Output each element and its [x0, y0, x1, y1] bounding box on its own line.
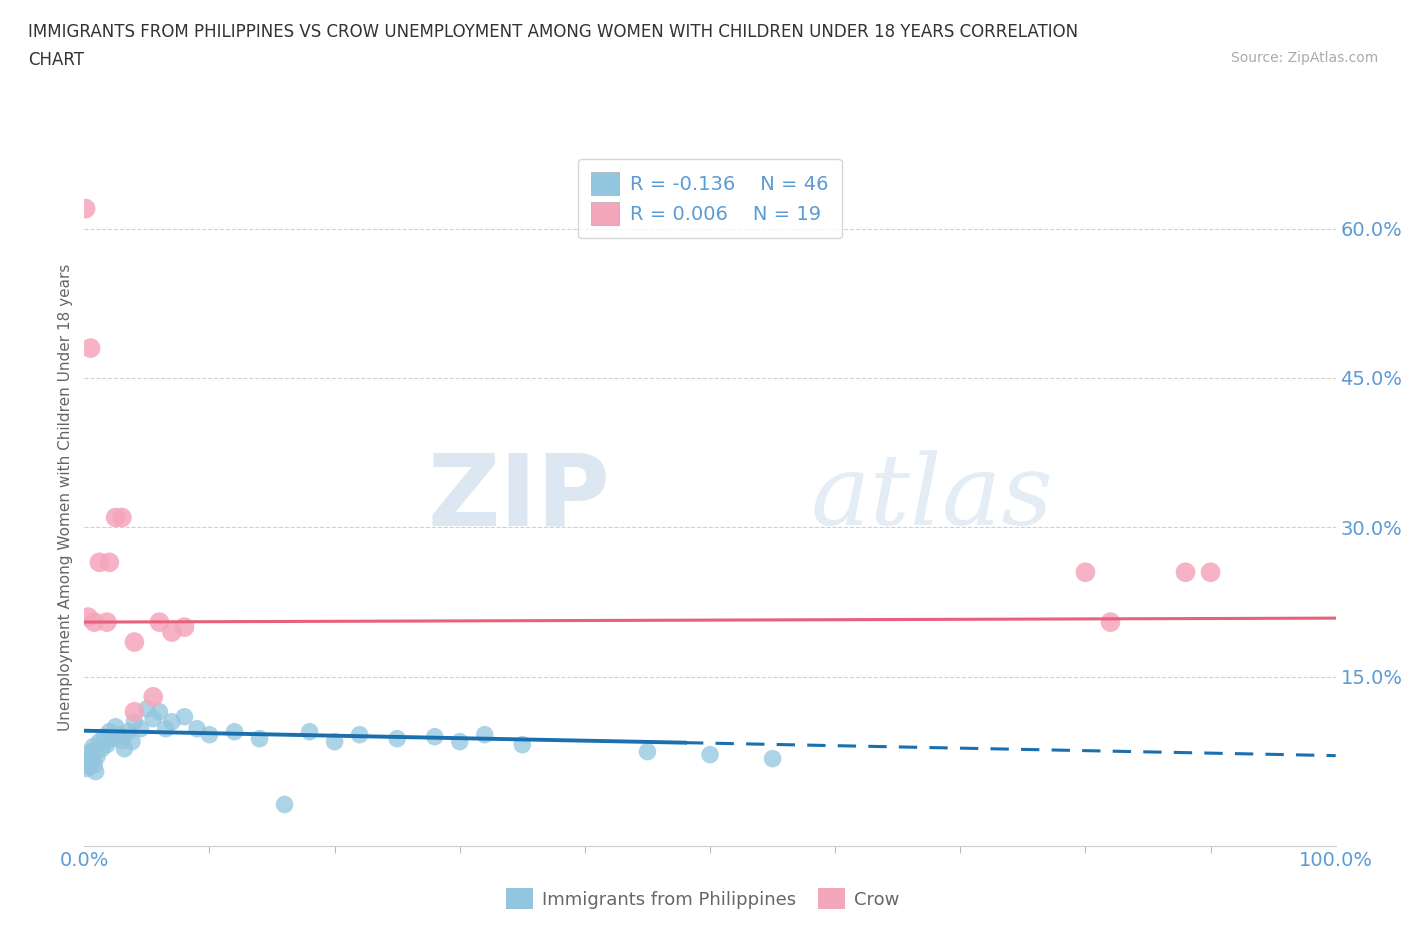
Point [112, 741, 135, 756]
Point [76, 761, 98, 776]
Point [1199, 565, 1222, 579]
Text: IMMIGRANTS FROM PHILIPPINES VS CROW UNEMPLOYMENT AMONG WOMEN WITH CHILDREN UNDER: IMMIGRANTS FROM PHILIPPINES VS CROW UNEM… [28, 23, 1078, 41]
Point [77, 610, 100, 625]
Point [124, 634, 146, 649]
Point [121, 735, 143, 750]
Text: CHART: CHART [28, 51, 84, 69]
Point [173, 619, 195, 634]
Point [79, 759, 101, 774]
Point [160, 625, 183, 640]
Point [129, 722, 152, 737]
Point [86, 750, 108, 764]
Point [79, 744, 101, 759]
Point [101, 731, 124, 746]
Point [124, 714, 146, 729]
Point [273, 797, 295, 812]
Point [155, 722, 177, 737]
Point [124, 704, 146, 719]
Point [474, 727, 496, 742]
Point [699, 747, 721, 762]
Point [98, 555, 121, 570]
Point [96, 737, 118, 752]
Point [98, 724, 121, 739]
Point [96, 615, 118, 630]
Point [323, 735, 346, 750]
Point [1074, 565, 1097, 579]
Point [142, 689, 165, 704]
Point [83, 757, 105, 772]
Text: ZIP: ZIP [427, 449, 610, 546]
Point [136, 701, 159, 716]
Point [117, 724, 139, 739]
Point [79, 340, 101, 355]
Point [198, 727, 221, 742]
Point [111, 510, 134, 525]
Point [385, 731, 409, 746]
Point [104, 510, 127, 525]
Point [77, 747, 100, 762]
Point [173, 710, 195, 724]
Point [423, 729, 446, 744]
Legend: Immigrants from Philippines, Crow: Immigrants from Philippines, Crow [499, 881, 907, 916]
Point [1174, 565, 1197, 579]
Point [449, 735, 471, 750]
Point [762, 751, 785, 766]
Text: atlas: atlas [810, 450, 1053, 545]
Point [83, 615, 105, 630]
Y-axis label: Unemployment Among Women with Children Under 18 years: Unemployment Among Women with Children U… [58, 264, 73, 731]
Point [75, 201, 97, 216]
Point [142, 711, 165, 726]
Point [249, 731, 271, 746]
Point [84, 764, 107, 779]
Point [349, 727, 371, 742]
Point [108, 727, 131, 742]
Point [148, 615, 170, 630]
Point [80, 751, 103, 766]
Point [111, 733, 134, 748]
Point [298, 724, 321, 739]
Point [224, 724, 246, 739]
Point [148, 704, 170, 719]
Legend: R = -0.136    N = 46, R = 0.006    N = 19: R = -0.136 N = 46, R = 0.006 N = 19 [578, 158, 842, 238]
Text: Source: ZipAtlas.com: Source: ZipAtlas.com [1230, 51, 1378, 65]
Point [75, 754, 97, 769]
Point [1099, 615, 1122, 630]
Point [93, 729, 115, 744]
Point [90, 741, 112, 756]
Point [104, 719, 127, 734]
Point [186, 722, 208, 737]
Point [160, 714, 183, 729]
Point [89, 555, 111, 570]
Point [512, 737, 534, 752]
Point [637, 744, 659, 759]
Point [89, 735, 111, 750]
Point [82, 739, 104, 754]
